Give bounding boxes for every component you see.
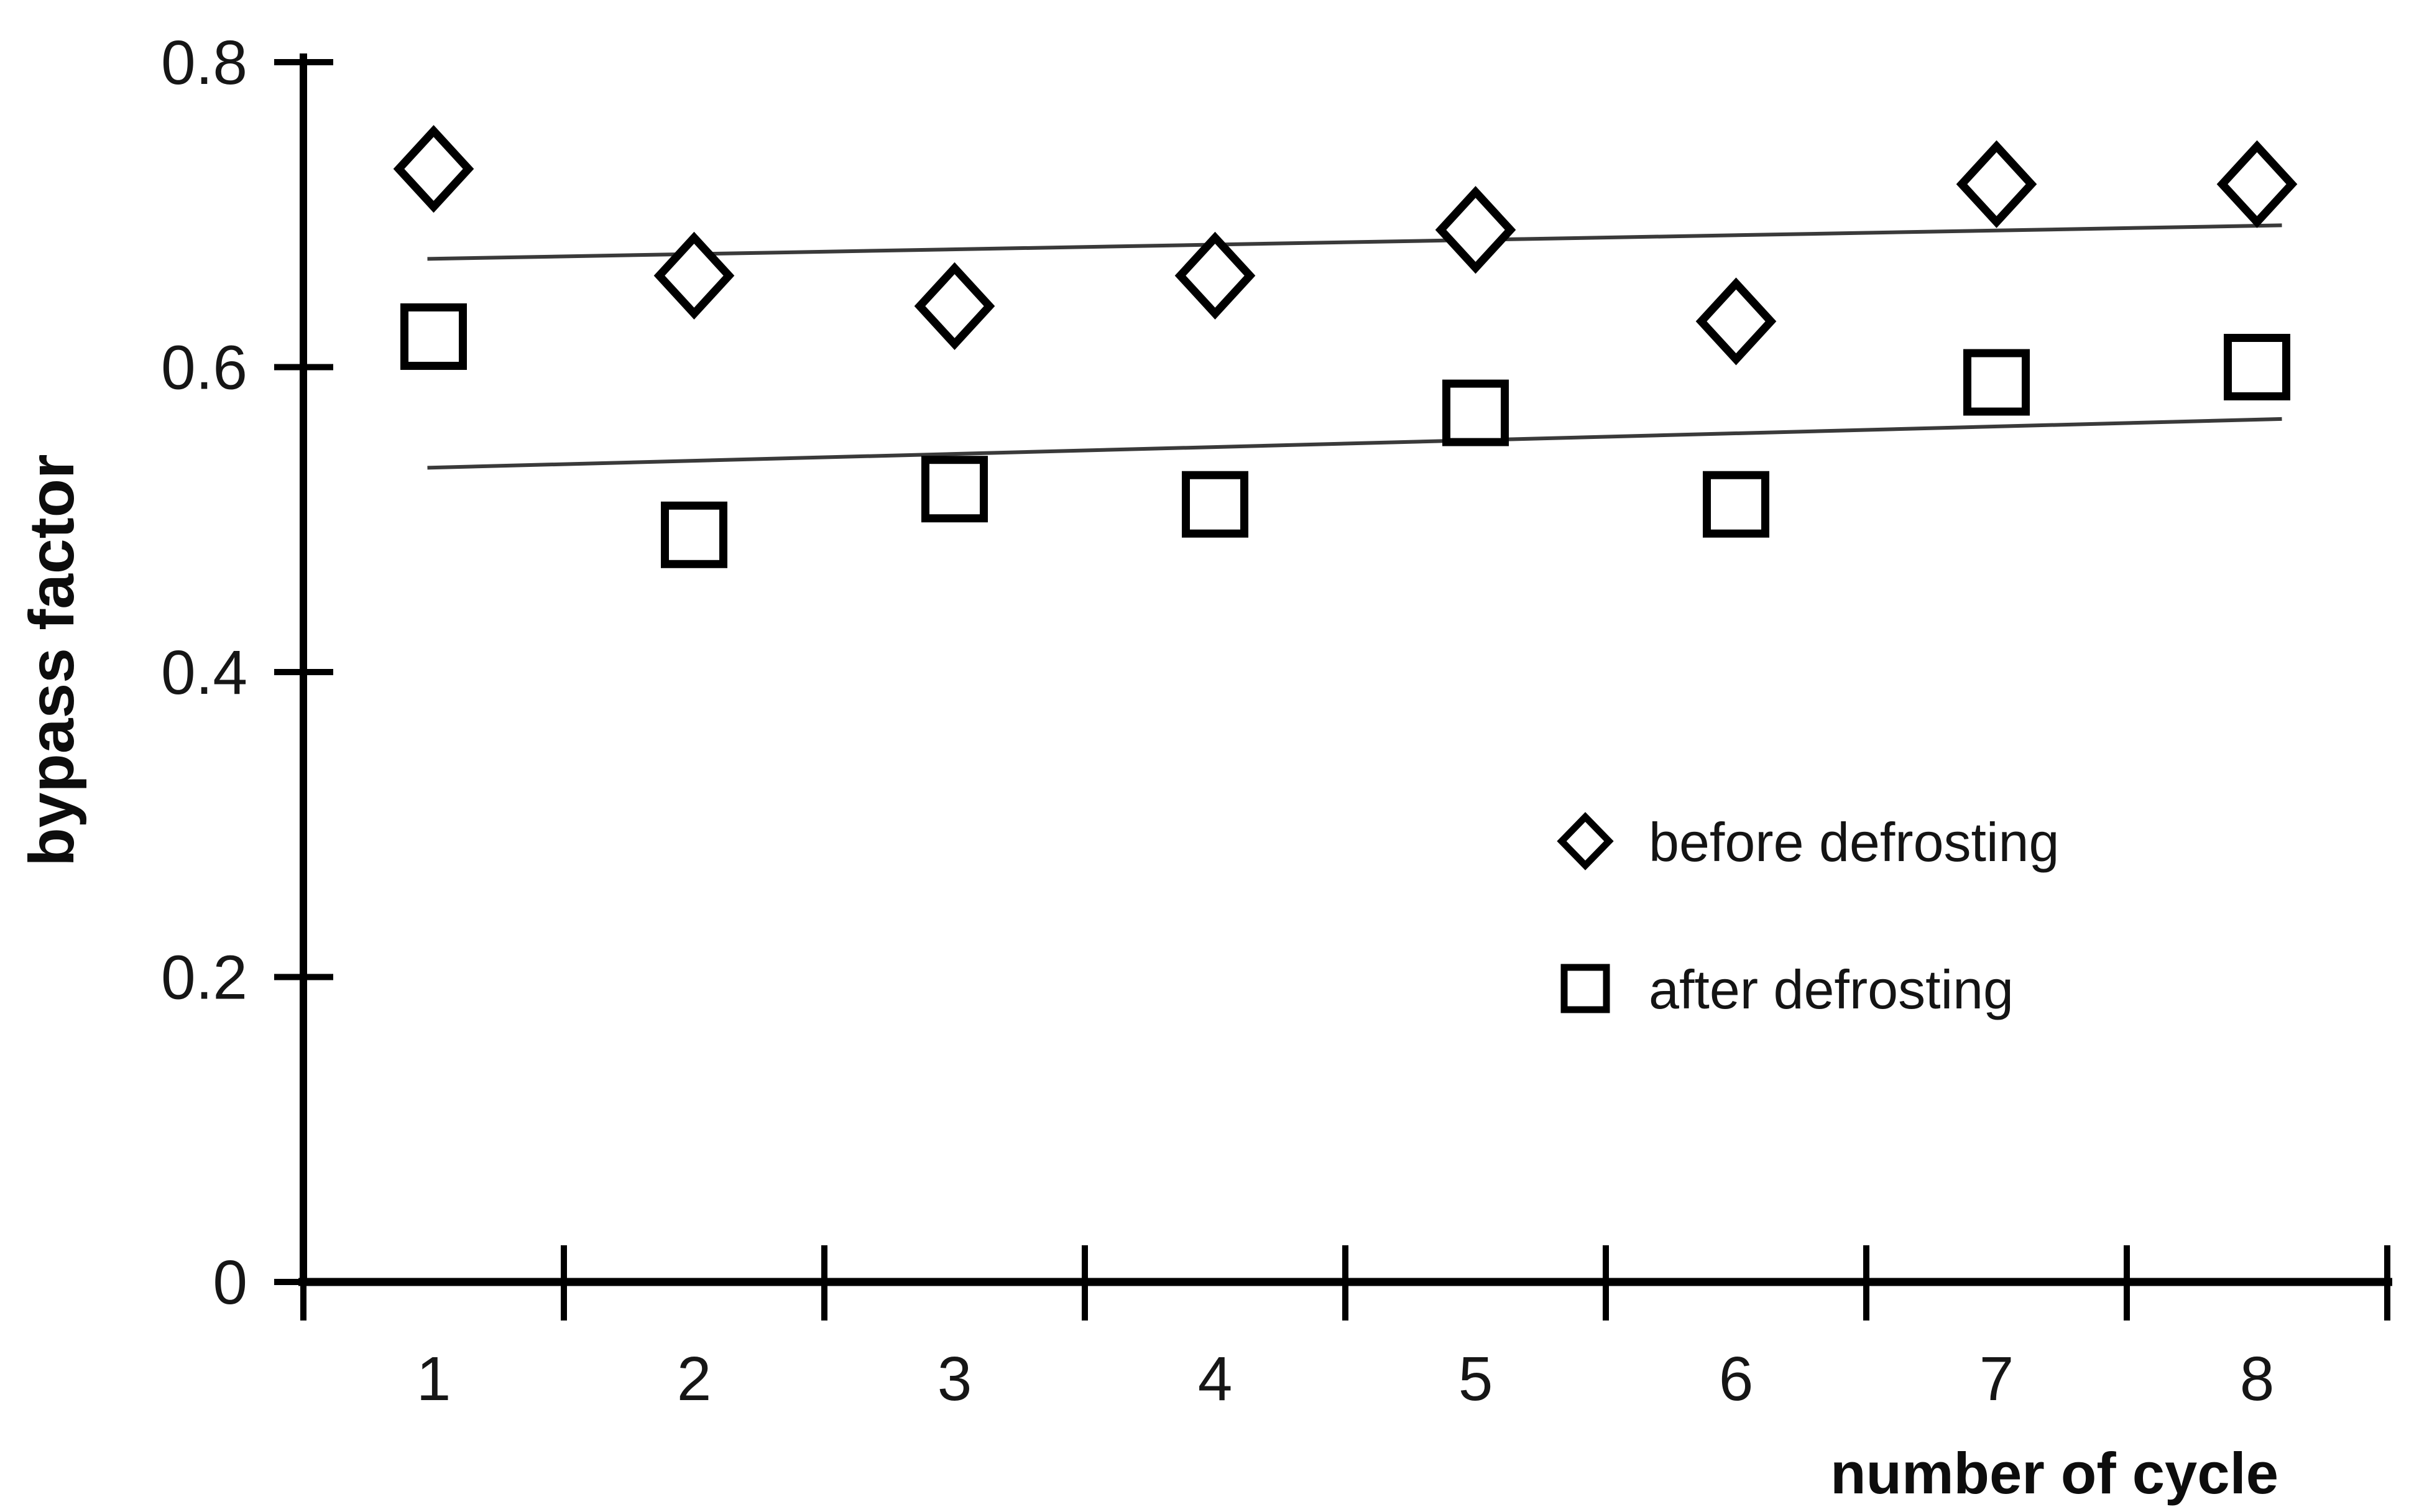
x-tick-label: 7 — [1979, 1344, 2014, 1414]
y-tick-label: 0.2 — [161, 943, 247, 1013]
square-marker — [1703, 471, 1769, 538]
square-icon — [1560, 964, 1610, 1013]
diamond-marker — [1695, 277, 1777, 366]
y-tick-label: 0.6 — [161, 333, 247, 403]
data-markers — [393, 125, 2298, 568]
legend-label-after: after defrosting — [1649, 959, 2014, 1020]
square-marker — [1182, 471, 1248, 538]
x-tick-label: 1 — [417, 1344, 451, 1414]
x-tick-label: 3 — [937, 1344, 972, 1414]
x-tick-label: 4 — [1198, 1344, 1233, 1414]
legend-label-before: before defrosting — [1649, 811, 2059, 873]
x-tick-label: 2 — [677, 1344, 712, 1414]
square-marker — [1963, 349, 2030, 416]
trendlines — [427, 223, 2282, 470]
y-tick-label: 0.4 — [161, 638, 247, 708]
legend-item-before: before defrosting — [1557, 811, 2059, 873]
diamond-icon — [1557, 812, 1614, 870]
square-marker — [661, 501, 727, 568]
trendline-before — [427, 223, 2282, 261]
legend: before defrosting after defrosting — [1557, 811, 2059, 1020]
diamond-marker — [1435, 186, 1516, 274]
x-tick-label: 6 — [1719, 1344, 1754, 1414]
trendline-after — [427, 417, 2282, 470]
x-axis-title: number of cycle — [1830, 1441, 2278, 1506]
diamond-marker — [393, 125, 474, 213]
x-tick-label: 5 — [1458, 1344, 1493, 1414]
diamond-marker — [653, 231, 735, 320]
axes — [274, 53, 2392, 1321]
y-tick-label: 0 — [213, 1248, 247, 1317]
tick-labels: 0 0.2 0.4 0.6 0.8 1 2 3 4 5 6 7 8 — [161, 28, 2274, 1414]
diamond-marker — [1956, 140, 2037, 228]
square-marker — [400, 303, 467, 370]
y-axis-title: bypass factor — [16, 454, 87, 866]
x-tick-label: 8 — [2240, 1344, 2275, 1414]
square-marker — [921, 456, 988, 523]
square-marker — [1442, 379, 1509, 446]
legend-item-after: after defrosting — [1560, 959, 2014, 1020]
diamond-marker — [914, 262, 995, 351]
diamond-marker — [2216, 140, 2298, 228]
diamond-marker — [1174, 231, 1256, 320]
y-tick-label: 0.8 — [161, 28, 247, 98]
square-marker — [2224, 334, 2290, 400]
